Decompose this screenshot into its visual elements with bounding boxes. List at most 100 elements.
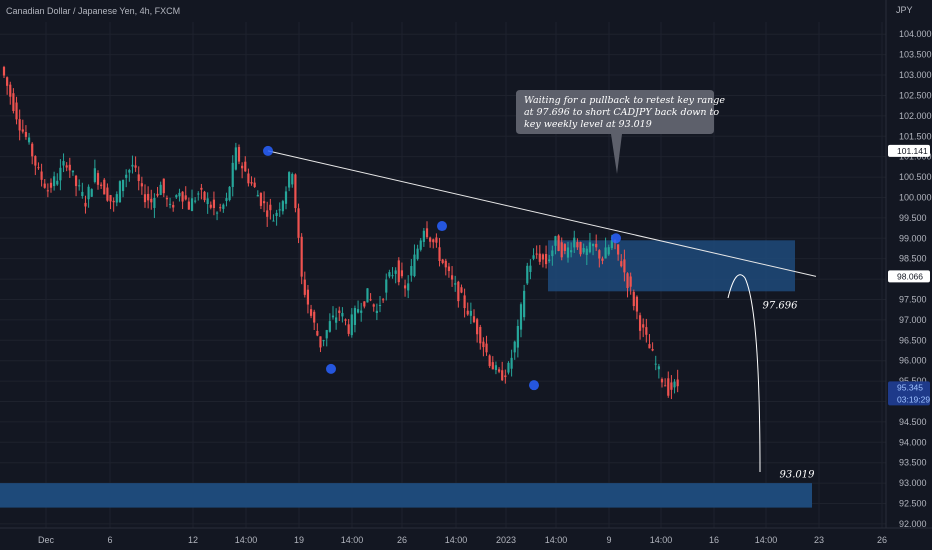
candle-body — [228, 186, 231, 200]
candle-body — [56, 180, 59, 185]
candle-body — [49, 182, 53, 188]
candle-body — [510, 357, 513, 369]
candle-body — [485, 343, 488, 353]
price-tick-label: 99.000 — [899, 233, 927, 243]
candle-body — [344, 319, 347, 321]
candle-body — [18, 119, 21, 131]
candle-body — [523, 290, 526, 318]
candle-body — [491, 362, 494, 370]
candle-body — [172, 204, 175, 208]
candle-body — [143, 194, 147, 203]
candle-body — [341, 312, 344, 317]
annotation-callout[interactable]: Waiting for a pullback to retest key ran… — [516, 90, 725, 174]
price-tick-label: 99.500 — [899, 213, 927, 223]
candle-body — [247, 173, 250, 184]
time-tick-label: 23 — [814, 535, 824, 545]
badge-101141-bg — [888, 144, 930, 157]
candle-body — [554, 236, 557, 246]
trendline-line[interactable] — [267, 150, 817, 277]
trendline[interactable] — [267, 150, 817, 277]
candle-body — [262, 201, 266, 204]
candle-body — [313, 311, 316, 323]
candle-body — [413, 254, 416, 277]
price-tick-label: 103.000 — [899, 70, 932, 80]
candle-body — [325, 330, 328, 339]
price-tick-label: 102.500 — [899, 90, 932, 100]
candle-body — [645, 327, 648, 335]
candle-body — [441, 259, 444, 264]
projection-arrow — [727, 274, 761, 473]
candle-body — [225, 198, 228, 201]
candle-body — [382, 299, 385, 301]
candle-body — [410, 266, 413, 276]
candle-body — [256, 194, 259, 197]
swing-marker — [529, 380, 539, 391]
candle-body — [673, 381, 676, 388]
candle-body — [281, 201, 284, 212]
candle-body — [407, 283, 410, 291]
candle-body — [272, 220, 275, 222]
candle-body — [579, 242, 582, 255]
candle-body — [366, 288, 369, 303]
candle-body — [416, 248, 419, 260]
candle-body — [604, 247, 607, 259]
candle-body — [21, 129, 24, 132]
candle-body — [391, 275, 394, 277]
candle-body — [513, 341, 516, 353]
candle-body — [623, 259, 626, 273]
badge-98066-text: 98.066 — [897, 271, 923, 281]
candle-body — [557, 235, 560, 252]
candle-body — [68, 164, 71, 171]
candle-body — [378, 305, 382, 307]
candle-body — [266, 210, 269, 217]
candle-body — [635, 296, 639, 312]
candle-body — [278, 209, 281, 211]
candle-body — [165, 197, 169, 200]
candle-body — [576, 242, 579, 248]
candle-body — [269, 204, 272, 211]
badge-101141-text: 101.141 — [897, 146, 928, 156]
candle-body — [212, 199, 216, 209]
swing-marker — [611, 233, 621, 244]
candle-body — [629, 276, 632, 287]
candle-body — [667, 378, 670, 396]
price-axis[interactable]: JPY 92.000 92.500 93.000 93.500 94.000 94.500… — [885, 0, 932, 529]
annotation-line-2: at 97.696 to short CADJPY back down to — [524, 107, 719, 118]
candle-body — [187, 201, 190, 210]
time-axis[interactable]: Dec 6 12 14:00 19 14:00 26 14:00 2023 14:00 9 14:00… — [0, 527, 932, 545]
candle-body — [544, 253, 548, 265]
candle-body — [175, 195, 178, 198]
candle-body — [429, 237, 432, 242]
candle-body — [159, 184, 162, 195]
candle-body — [112, 200, 115, 203]
candle-body — [356, 309, 360, 313]
candle-body — [532, 255, 535, 259]
candle-body — [444, 260, 447, 268]
candle-body — [598, 250, 601, 259]
candle-body — [488, 355, 491, 367]
candle-body — [607, 247, 610, 255]
price-tick-label: 96.500 — [899, 335, 927, 345]
candle-body — [209, 204, 212, 208]
candle-body — [250, 182, 253, 184]
time-tick-label: 26 — [397, 535, 407, 545]
candle-body — [71, 170, 75, 173]
time-tick-label: 6 — [107, 535, 112, 545]
candle-body — [40, 171, 43, 180]
weekly-zone-rect — [0, 483, 812, 508]
annotation-bubble — [516, 90, 714, 174]
candle-body — [595, 243, 598, 248]
candle-body — [78, 185, 81, 187]
candle-body — [27, 137, 31, 143]
candle-body — [516, 325, 519, 348]
candle-body — [466, 310, 469, 315]
candle-body — [432, 239, 435, 243]
price-tick-label: 94.500 — [899, 417, 927, 427]
candle-body — [53, 176, 56, 187]
candle-body — [140, 183, 143, 187]
time-tick-label: 14:00 — [235, 535, 258, 545]
candle-body — [319, 336, 322, 348]
price-tick-label: 101.500 — [899, 131, 932, 141]
candle-body — [168, 203, 172, 205]
